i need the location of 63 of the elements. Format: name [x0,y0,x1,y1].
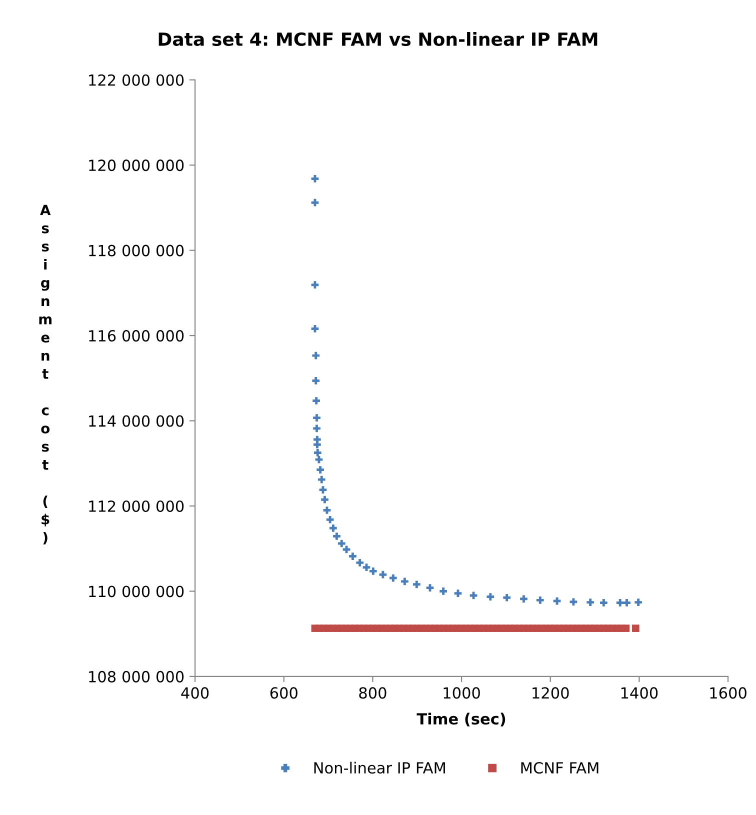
y-tick-label: 114 000 000 [89,415,184,427]
point [333,532,340,540]
point [311,325,319,332]
point [311,281,319,289]
point [314,449,322,456]
point [570,598,578,606]
point [319,486,327,494]
x-tick-label: 800 [359,687,386,699]
x-tick-label: 1600 [710,687,746,699]
point [356,559,364,566]
y-tick-label: 120 000 000 [89,160,184,172]
point [326,516,334,524]
point [520,595,528,603]
point [536,596,544,604]
point [314,440,321,448]
point [338,540,346,548]
chart-title: Data set 4: MCNF FAM vs Non-linear IP FAM [158,32,598,46]
point [389,574,397,582]
y-tick-label: 108 000 000 [89,670,184,682]
legend-label: Non-linear IP FAM [314,762,445,774]
y-tick-label: 112 000 000 [89,500,184,512]
y-tick-label: 122 000 000 [89,74,184,86]
legend-label: MCNF FAM [521,762,598,774]
x-tick-label: 1400 [621,687,658,699]
y-tick-label: 118 000 000 [89,244,184,256]
point [362,564,370,572]
point [318,476,326,484]
point [349,552,356,560]
point [313,414,320,422]
point [440,588,447,595]
point [316,466,324,474]
x-tick-label: 600 [270,687,298,699]
point [323,506,331,514]
point [315,456,323,464]
point [426,584,434,592]
point [503,594,511,602]
point [321,496,328,504]
point [586,598,594,606]
point [311,175,319,182]
point [413,580,420,588]
point [600,599,608,606]
point [311,198,319,206]
y-tick-label: 116 000 000 [89,330,184,342]
point [553,597,561,605]
point [616,599,624,606]
x-tick-label: 400 [181,687,209,699]
point [379,570,387,578]
point [369,568,377,575]
y-tick-label: 110 000 000 [89,586,184,598]
point [486,593,494,600]
point [312,377,320,384]
point [313,424,320,432]
point [330,524,337,532]
point [623,599,630,606]
text: Assignment cost ($) [39,204,52,544]
point [454,590,462,598]
point [312,397,320,404]
point [634,598,642,606]
point [401,578,408,586]
x-tick-label: 1200 [532,687,569,699]
x-axis-title: Time (sec) [416,712,506,726]
x-tick-label: 1000 [444,687,480,699]
point [312,352,320,360]
